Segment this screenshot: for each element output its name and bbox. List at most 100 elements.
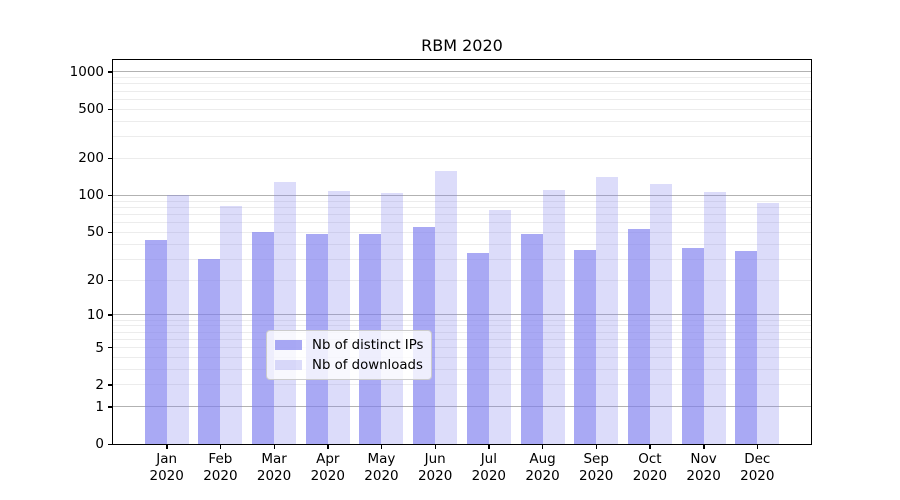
bar-downloads: [542, 190, 565, 444]
y-axis-tick-label: 1: [95, 398, 104, 415]
bar-downloads: [435, 171, 458, 444]
x-axis-tick-label: Apr 2020: [310, 451, 345, 484]
gridline-minor: [113, 279, 811, 281]
y-axis-tick-label: 100: [78, 187, 104, 204]
y-axis-tick: [108, 314, 113, 316]
legend: Nb of distinct IPs Nb of downloads: [266, 330, 432, 380]
bar-downloads: [381, 193, 404, 444]
legend-swatch-distinct-ips: [275, 340, 302, 350]
y-axis-tick: [108, 194, 113, 197]
y-axis-tick-label: 200: [78, 150, 104, 167]
x-axis-tick-label: Dec 2020: [740, 451, 775, 484]
x-axis-tick-label: May 2020: [364, 451, 399, 484]
bar-downloads: [596, 177, 619, 444]
bar-downloads: [327, 190, 350, 444]
y-axis-tick-label: 0: [95, 436, 104, 452]
x-axis-tick-label: Sep 2020: [579, 451, 614, 484]
gridline-minor: [113, 347, 811, 348]
bar-distinct-ips: [627, 229, 650, 444]
gridline-minor: [113, 384, 811, 386]
gridline-major: [113, 194, 811, 196]
gridline-minor: [113, 120, 811, 122]
y-axis-tick-label: 2: [95, 376, 104, 393]
gridline-minor: [113, 338, 811, 340]
y-axis-tick: [108, 406, 113, 408]
bar-distinct-ips: [252, 232, 275, 444]
bar-downloads: [703, 192, 726, 444]
y-axis-tick: [108, 71, 113, 73]
legend-row: Nb of downloads: [275, 357, 423, 373]
x-axis-tick-label: Nov 2020: [686, 451, 721, 484]
legend-row: Nb of distinct IPs: [275, 337, 423, 353]
y-axis-tick-label: 50: [86, 224, 104, 241]
y-axis-tick: [108, 443, 113, 445]
gridline-minor: [113, 98, 811, 100]
y-axis-tick-label: 10: [86, 306, 104, 323]
gridline-minor: [113, 206, 811, 208]
plot-area: [113, 60, 811, 444]
x-axis-tick: [595, 445, 598, 449]
bar-downloads: [649, 183, 672, 444]
gridline-minor: [113, 258, 811, 260]
y-axis-tick-label: 5: [95, 339, 104, 356]
bar-downloads: [166, 195, 189, 444]
x-axis-tick: [542, 445, 544, 449]
gridline-minor: [113, 200, 811, 202]
bar-downloads: [488, 210, 511, 444]
x-axis-tick: [756, 445, 759, 449]
chart-title: RBM 2020: [421, 36, 503, 55]
x-axis-tick: [488, 445, 490, 449]
bar-downloads: [274, 181, 297, 444]
bar-downloads: [757, 202, 780, 444]
gridline-minor: [113, 231, 811, 233]
x-axis-tick: [380, 445, 383, 449]
legend-swatch-downloads: [275, 360, 302, 370]
gridline-minor: [113, 368, 811, 370]
gridline-minor: [113, 331, 811, 333]
gridline-minor: [113, 83, 811, 85]
x-axis-tick: [166, 445, 168, 449]
gridline-minor: [113, 222, 811, 224]
y-axis-tick: [108, 231, 113, 234]
x-axis-tick: [327, 445, 329, 449]
gridline-minor: [113, 213, 811, 215]
gridline-minor: [113, 77, 811, 79]
y-axis-tick-label: 20: [86, 272, 104, 289]
x-axis-tick-label: Jan 2020: [149, 451, 184, 484]
gridline-minor: [113, 136, 811, 138]
y-axis-tick: [108, 347, 113, 349]
x-axis-tick-label: Jul 2020: [471, 451, 507, 484]
x-axis-tick-label: Oct 2020: [632, 451, 668, 484]
bar-distinct-ips: [681, 248, 704, 444]
gridline-minor: [113, 243, 811, 245]
x-axis-tick-label: Feb 2020: [203, 451, 238, 484]
gridline-minor: [113, 319, 811, 321]
bar-distinct-ips: [735, 251, 758, 444]
x-axis-tick: [434, 445, 437, 449]
gridline-major: [113, 406, 811, 408]
y-axis-tick: [108, 157, 113, 160]
gridline-minor: [113, 90, 811, 92]
x-axis-tick-label: Aug 2020: [525, 451, 560, 484]
x-axis-tick: [219, 445, 222, 449]
gridline-minor: [113, 325, 811, 327]
bar-distinct-ips: [574, 249, 597, 444]
x-axis-tick-label: Jun 2020: [417, 451, 453, 484]
x-axis-tick: [273, 445, 275, 449]
x-axis-tick: [649, 445, 651, 449]
gridline-minor: [113, 108, 811, 110]
bar-distinct-ips: [466, 252, 489, 444]
gridline-major: [113, 314, 811, 316]
bar-downloads: [220, 206, 243, 444]
gridline-minor: [113, 356, 811, 358]
gridline-major: [113, 71, 811, 73]
y-axis-tick-label: 500: [78, 101, 104, 118]
bar-distinct-ips: [520, 234, 543, 444]
x-axis-tick-label: Mar 2020: [256, 451, 292, 484]
y-axis-tick: [108, 108, 113, 111]
bar-distinct-ips: [198, 259, 221, 444]
legend-label-distinct-ips: Nb of distinct IPs: [312, 337, 424, 353]
y-axis-tick: [108, 279, 113, 281]
gridline-minor: [113, 157, 811, 159]
